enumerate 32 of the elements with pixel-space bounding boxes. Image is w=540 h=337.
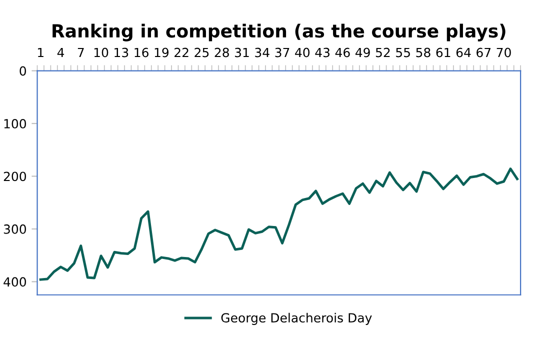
x-tick-label: 31 [234,48,249,58]
y-tick-label: 300 [4,224,26,234]
x-tick-label: 37 [275,48,290,58]
x-tick-label: 19 [154,48,169,58]
x-tick-label: 55 [396,48,410,58]
x-tick-label: 49 [355,48,370,58]
x-tick-label: 61 [436,48,450,58]
x-tick-label: 10 [94,48,108,58]
x-tick-label: 13 [114,48,128,58]
x-tick-label: 67 [476,48,491,58]
x-tick-label: 64 [456,48,471,58]
x-tick-label: 43 [315,48,330,58]
x-tick-label: 28 [214,48,229,58]
chart-title: Ranking in competition (as the course plays) [52,24,506,42]
x-tick-label: 16 [134,48,148,58]
x-tick-label: 52 [376,48,390,58]
y-tick-label: 200 [4,172,26,182]
y-tick-label: 400 [4,277,26,287]
line-series [39,168,518,281]
x-tick-label: 46 [335,48,350,58]
x-tick-label: 1 [38,48,44,58]
x-tick-label: 58 [416,48,430,58]
y-tick-label: 100 [4,118,26,128]
legend-label: George Delacherois Day [221,312,372,325]
x-tick-label: 40 [295,48,310,58]
y-tick-label: 0 [20,66,26,76]
x-tick-label: 34 [255,48,270,58]
x-tick-label: 7 [78,48,84,58]
x-tick-label: 25 [194,48,209,58]
x-tick-label: 4 [57,48,64,58]
x-tick-label: 22 [174,48,188,58]
x-tick-label: 70 [496,48,511,58]
